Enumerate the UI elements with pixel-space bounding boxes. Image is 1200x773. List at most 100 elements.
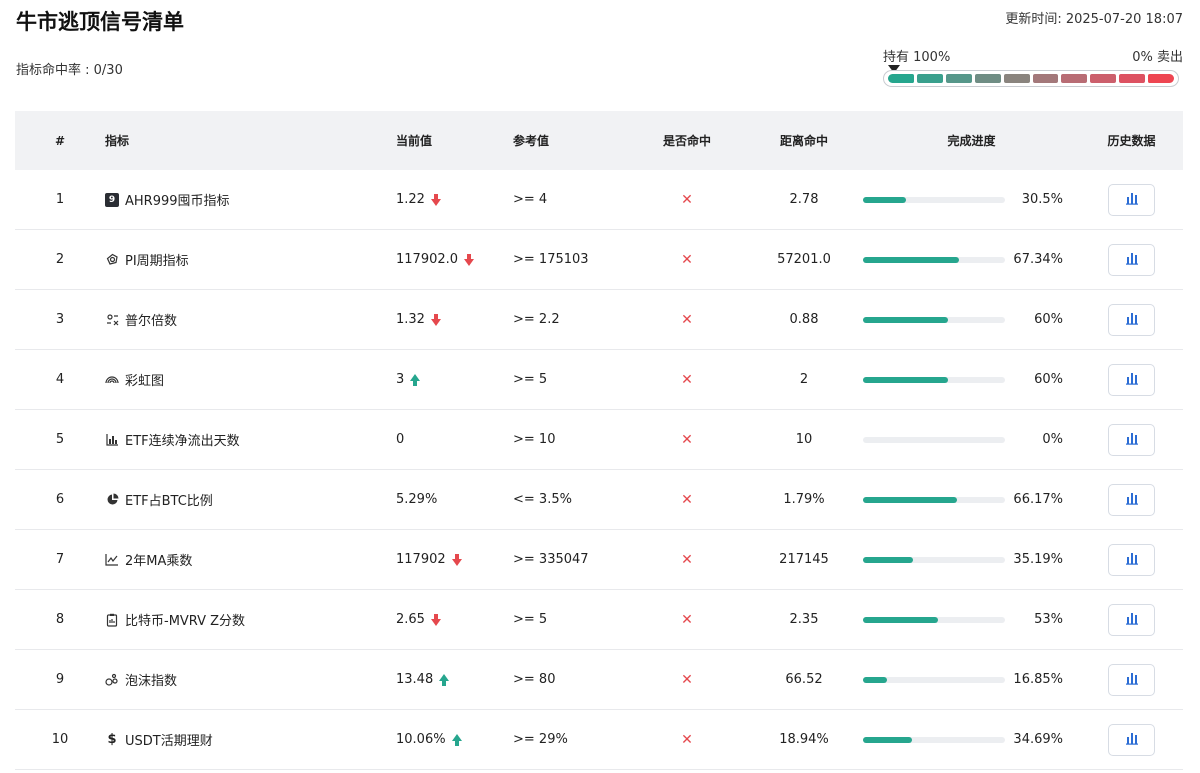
current-value: 1.22 (396, 192, 425, 207)
reference-value: >= 5 (513, 372, 548, 387)
history-data-button[interactable] (1108, 543, 1155, 576)
not-hit-icon: ✕ (681, 251, 693, 268)
indicator-name: ETF连续净流出天数 (125, 434, 240, 449)
indicator-name: 2年MA乘数 (125, 554, 193, 569)
gauge-segment (1090, 74, 1117, 83)
history-data-button[interactable] (1108, 603, 1155, 636)
bar-chart-icon (1125, 671, 1139, 689)
dollar-icon: $ (107, 732, 117, 747)
gauge-hold-label: 持有 100% (883, 50, 951, 65)
row-number: 7 (55, 552, 65, 567)
page-title: 牛市逃顶信号清单 (16, 10, 184, 34)
header-name: 指标 (105, 134, 130, 148)
current-value-cell: 3 (396, 372, 513, 387)
clipboard-icon (105, 613, 119, 627)
not-hit-icon: ✕ (681, 731, 693, 748)
indicator-name-cell: ETF连续净流出天数 (105, 430, 396, 449)
table-row: 1 9 AHR999囤币指标 1.22 >= 4 ✕ 2.78 30.5% (15, 170, 1183, 230)
history-data-button[interactable] (1108, 243, 1155, 276)
progress-percent: 34.69% (1013, 732, 1063, 747)
trend-down-icon (451, 553, 462, 566)
reference-value: >= 5 (513, 612, 548, 627)
progress-track (863, 376, 1005, 383)
history-data-button[interactable] (1108, 483, 1155, 516)
current-value-cell: 10.06% (396, 732, 513, 747)
indicator-name: 比特币-MVRV Z分数 (125, 614, 246, 629)
progress-cell: 60% (863, 372, 1080, 387)
progress-fill (863, 676, 887, 683)
gauge-bar (883, 70, 1179, 87)
hit-cell: ✕ (629, 312, 745, 328)
bar-chart-icon (1125, 431, 1139, 449)
gauge-segment (1061, 74, 1088, 83)
distance-value: 18.94% (779, 732, 829, 747)
hold-sell-gauge: 持有 100% 0% 卖出 (883, 46, 1183, 87)
distance-value: 217145 (779, 552, 829, 567)
progress-cell: 67.34% (863, 252, 1080, 267)
distance-value: 0.88 (789, 312, 819, 327)
row-number: 6 (55, 492, 65, 507)
trend-up-icon (451, 733, 462, 746)
hit-rate: 指标命中率 : 0/30 (16, 63, 123, 78)
indicator-name: AHR999囤币指标 (125, 194, 230, 209)
table-row: 9 泡沫指数 13.48 >= 80 ✕ 66.52 16.85% (15, 650, 1183, 710)
progress-percent: 66.17% (1013, 492, 1063, 507)
gauge-segment (916, 74, 943, 83)
trend-down-icon (464, 253, 475, 266)
header-num: # (54, 133, 66, 148)
trend-up-icon (410, 373, 421, 386)
history-cell (1080, 723, 1183, 756)
bar-chart-icon (105, 433, 119, 447)
history-data-button[interactable] (1108, 363, 1155, 396)
indicator-name-cell: 泡沫指数 (105, 670, 396, 689)
history-data-button[interactable] (1108, 183, 1155, 216)
history-data-button[interactable] (1108, 723, 1155, 756)
hit-cell: ✕ (629, 552, 745, 568)
progress-fill (863, 196, 907, 203)
progress-track (863, 616, 1005, 623)
indicator-name-cell: 2年MA乘数 (105, 550, 396, 569)
updated-time: 更新时间: 2025-07-20 18:07 (1005, 12, 1183, 27)
not-hit-icon: ✕ (681, 431, 693, 448)
progress-percent: 60% (1034, 372, 1063, 387)
reference-value: <= 3.5% (513, 492, 572, 507)
progress-percent: 0% (1042, 432, 1063, 447)
row-number: 3 (55, 312, 65, 327)
progress-fill (863, 316, 949, 323)
reference-value: >= 10 (513, 432, 556, 447)
distance-value: 57201.0 (777, 252, 831, 267)
history-data-button[interactable] (1108, 663, 1155, 696)
header-reference: 参考值 (513, 134, 550, 148)
table-row: 2 PI周期指标 117902.0 >= 175103 ✕ 57201.0 67… (15, 230, 1183, 290)
indicator-name-cell: PI周期指标 (105, 250, 396, 269)
gauge-pointer-icon (888, 65, 900, 73)
gauge-sell-label: 0% 卖出 (1132, 50, 1183, 65)
progress-cell: 66.17% (863, 492, 1080, 507)
reference-value: >= 335047 (513, 552, 589, 567)
row-number: 4 (55, 372, 65, 387)
history-cell (1080, 603, 1183, 636)
progress-fill (863, 616, 939, 623)
pie-chart-icon (105, 493, 119, 507)
current-value: 2.65 (396, 612, 425, 627)
current-value-cell: 1.32 (396, 312, 513, 327)
indicator-name: 普尔倍数 (125, 314, 178, 329)
history-cell (1080, 183, 1183, 216)
history-data-button[interactable] (1108, 423, 1155, 456)
bar-chart-icon (1125, 611, 1139, 629)
table-body: 1 9 AHR999囤币指标 1.22 >= 4 ✕ 2.78 30.5% 2 … (15, 170, 1183, 770)
progress-percent: 30.5% (1021, 192, 1063, 207)
gauge-segment (1003, 74, 1030, 83)
gauge-segment (974, 74, 1001, 83)
history-data-button[interactable] (1108, 303, 1155, 336)
gauge-segment (945, 74, 972, 83)
progress-fill (863, 256, 959, 263)
gauge-segment (888, 74, 914, 83)
rainbow-icon (105, 373, 119, 387)
progress-cell: 60% (863, 312, 1080, 327)
progress-track (863, 556, 1005, 563)
progress-track (863, 196, 1005, 203)
progress-percent: 53% (1034, 612, 1063, 627)
progress-percent: 60% (1034, 312, 1063, 327)
